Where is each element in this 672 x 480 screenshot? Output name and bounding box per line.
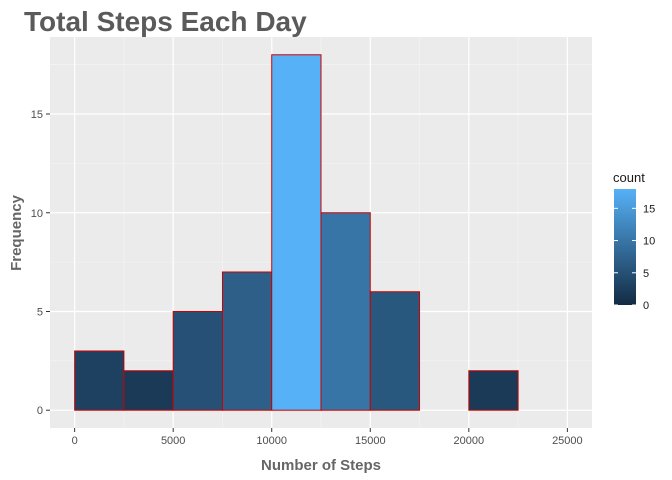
histogram-bar	[172, 310, 223, 411]
x-tick-label: 25000	[552, 435, 583, 447]
x-axis: 0 5000 10000 15000 20000 25000	[72, 428, 583, 447]
x-tick-label: 10000	[256, 435, 287, 447]
y-axis-title: Frequency	[8, 194, 25, 271]
x-tick-label: 15000	[355, 435, 386, 447]
legend-label: 0	[643, 300, 649, 312]
histogram-bar	[369, 291, 421, 411]
count-legend: count 0 5 10 15	[613, 170, 655, 312]
histogram-bar	[74, 350, 125, 411]
legend-colorbar	[614, 189, 636, 305]
y-tick-label: 5	[37, 306, 43, 318]
histogram-bar	[320, 212, 371, 411]
x-tick-label: 5000	[161, 435, 185, 447]
legend-title: count	[613, 170, 645, 185]
histogram-bar	[271, 54, 322, 411]
histogram-bar	[123, 370, 174, 411]
x-axis-title: Number of Steps	[261, 457, 381, 474]
x-tick-label: 0	[72, 435, 78, 447]
y-tick-label: 15	[31, 109, 43, 121]
y-tick-label: 0	[37, 405, 43, 417]
legend-label: 5	[643, 268, 649, 280]
legend-label: 15	[643, 203, 655, 215]
y-tick-label: 10	[31, 208, 43, 220]
y-axis: 0 5 10 15	[31, 109, 50, 417]
x-tick-label: 20000	[454, 435, 485, 447]
legend-label: 10	[643, 236, 655, 248]
histogram-bar	[468, 370, 519, 411]
histogram-bars	[74, 54, 519, 411]
chart-title: Total Steps Each Day	[24, 6, 307, 37]
histogram-bar	[221, 271, 273, 411]
